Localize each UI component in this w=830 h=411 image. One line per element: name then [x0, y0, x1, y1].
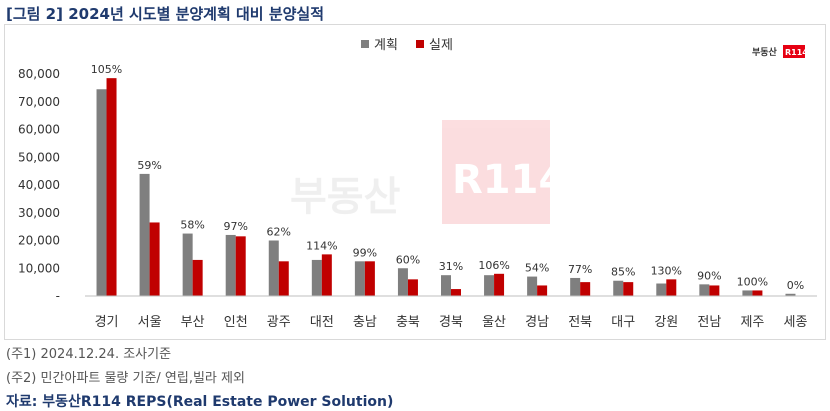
bar-actual	[106, 78, 117, 296]
bar-plan	[225, 234, 236, 296]
bar-plan	[570, 277, 581, 296]
bar-actual	[623, 282, 634, 296]
legend-swatch-plan	[361, 40, 369, 48]
ratio-label: 62%	[267, 226, 291, 239]
y-tick-label: 60,000	[18, 123, 60, 137]
x-tick-label: 세종	[784, 315, 808, 330]
x-tick-label: 강원	[654, 315, 678, 330]
watermark-badge-bg	[442, 120, 550, 224]
bar-actual	[709, 285, 720, 296]
ratio-label: 90%	[697, 269, 721, 282]
watermark: 부동산 R114	[290, 120, 566, 224]
x-axis: 경기 서울 부산 인천 광주 대전 충남 충북 경북 울산 경남 전북 대구 강원 전남 제주 세종	[85, 295, 817, 330]
bar-plan	[656, 283, 667, 296]
x-tick-label: 전남	[697, 315, 721, 330]
x-tick-label: 인천	[224, 315, 248, 330]
y-tick-label: 50,000	[18, 150, 60, 164]
footnote-2: (주2) 민간아파트 물량 기준/ 연립,빌라 제외	[6, 371, 245, 386]
y-tick-label: -	[56, 289, 60, 303]
bar-plan	[527, 276, 538, 296]
logo-text: 부동산	[752, 46, 778, 58]
ratio-label: 114%	[306, 239, 337, 252]
ratio-label: 105%	[91, 63, 122, 76]
x-tick-label: 경기	[95, 315, 119, 330]
bar-actual	[364, 261, 375, 296]
x-tick-label: 전북	[568, 315, 592, 330]
bar-plan	[785, 293, 796, 296]
ratio-label: 130%	[651, 264, 682, 277]
bar-plan	[484, 275, 495, 296]
x-tick-label: 충남	[353, 315, 377, 330]
y-tick-label: 40,000	[18, 178, 60, 192]
y-tick-label: 10,000	[18, 261, 60, 275]
bar-actual	[580, 282, 591, 296]
bar-actual	[278, 261, 289, 296]
source-note: 자료: 부동산R114 REPS(Real Estate Power Solut…	[6, 394, 394, 410]
ratio-label: 59%	[137, 159, 161, 172]
chart-area: 부동산 R114 계획 실제 부동산 R114 - 10,000 20,000 30,…	[4, 24, 826, 340]
bar-plan	[742, 290, 753, 296]
ratio-label: 77%	[568, 263, 592, 276]
bar-plan	[613, 280, 624, 296]
bar-actual	[666, 279, 677, 296]
y-tick-label: 70,000	[18, 95, 60, 109]
x-tick-label: 충북	[396, 315, 420, 330]
bar-plan	[96, 89, 107, 296]
bar-actual	[451, 289, 461, 296]
x-tick-label: 대구	[611, 315, 635, 330]
x-tick-label: 광주	[267, 315, 291, 330]
bar-plan	[441, 275, 451, 296]
footnote-1: (주1) 2024.12.24. 조사기준	[6, 347, 172, 362]
ratio-label: 100%	[737, 275, 768, 288]
watermark-text: 부동산	[290, 174, 401, 220]
bar-plan	[699, 284, 710, 296]
chart-title: [그림 2] 2024년 시도별 분양계획 대비 분양실적	[6, 5, 325, 23]
bar-plan	[139, 173, 150, 296]
watermark-badge-text: R114	[452, 157, 566, 203]
y-axis: - 10,000 20,000 30,000 40,000 50,000 60,000 70,…	[18, 67, 60, 303]
ratio-label: 99%	[353, 246, 377, 259]
ratio-label: 60%	[396, 253, 420, 266]
x-tick-label: 대전	[310, 315, 334, 330]
bar-plan	[397, 268, 408, 296]
logo-badge-text: R114	[785, 48, 808, 57]
x-tick-label: 경북	[439, 315, 463, 330]
x-tick-label: 서울	[138, 315, 162, 330]
ratio-label: 54%	[525, 262, 549, 275]
brand-logo: 부동산 R114	[752, 45, 808, 58]
x-tick-label: 제주	[740, 315, 764, 330]
bar-plan	[354, 261, 365, 296]
ratio-label: 85%	[611, 266, 635, 279]
bar-actual	[321, 254, 332, 296]
bar-plan	[268, 240, 279, 296]
bar-actual	[407, 279, 418, 296]
logo-badge-bg	[783, 45, 805, 58]
x-tick-label: 울산	[482, 315, 506, 330]
ratio-label: 106%	[478, 259, 509, 272]
bar-chart: 부동산 R114 계획 실제 부동산 R114 - 10,000 20,000 30,…	[18, 38, 817, 330]
bar-actual	[752, 290, 763, 296]
bar-actual	[235, 236, 246, 296]
bar-plan	[182, 233, 193, 296]
legend-label-actual: 실제	[429, 38, 453, 53]
y-tick-label: 30,000	[18, 206, 60, 220]
legend-swatch-actual	[416, 40, 424, 48]
bar-actual	[537, 285, 548, 296]
bar-actual	[192, 259, 203, 296]
bar-actual	[149, 222, 160, 296]
legend: 계획 실제	[361, 38, 453, 53]
legend-label-plan: 계획	[374, 38, 398, 53]
ratio-label: 31%	[439, 260, 463, 273]
bars: 105% 59% 58% 97% 62% 114% 99% 60% 31% 106% 54% 77% 8…	[91, 63, 804, 296]
ratio-label: 0%	[787, 279, 804, 292]
x-tick-label: 경남	[525, 315, 549, 330]
y-tick-label: 20,000	[18, 234, 60, 248]
bar-actual	[494, 273, 505, 296]
bar-plan	[311, 259, 322, 296]
ratio-label: 58%	[180, 219, 204, 232]
y-tick-label: 80,000	[18, 67, 60, 81]
x-tick-label: 부산	[181, 315, 205, 330]
ratio-label: 97%	[223, 220, 247, 233]
